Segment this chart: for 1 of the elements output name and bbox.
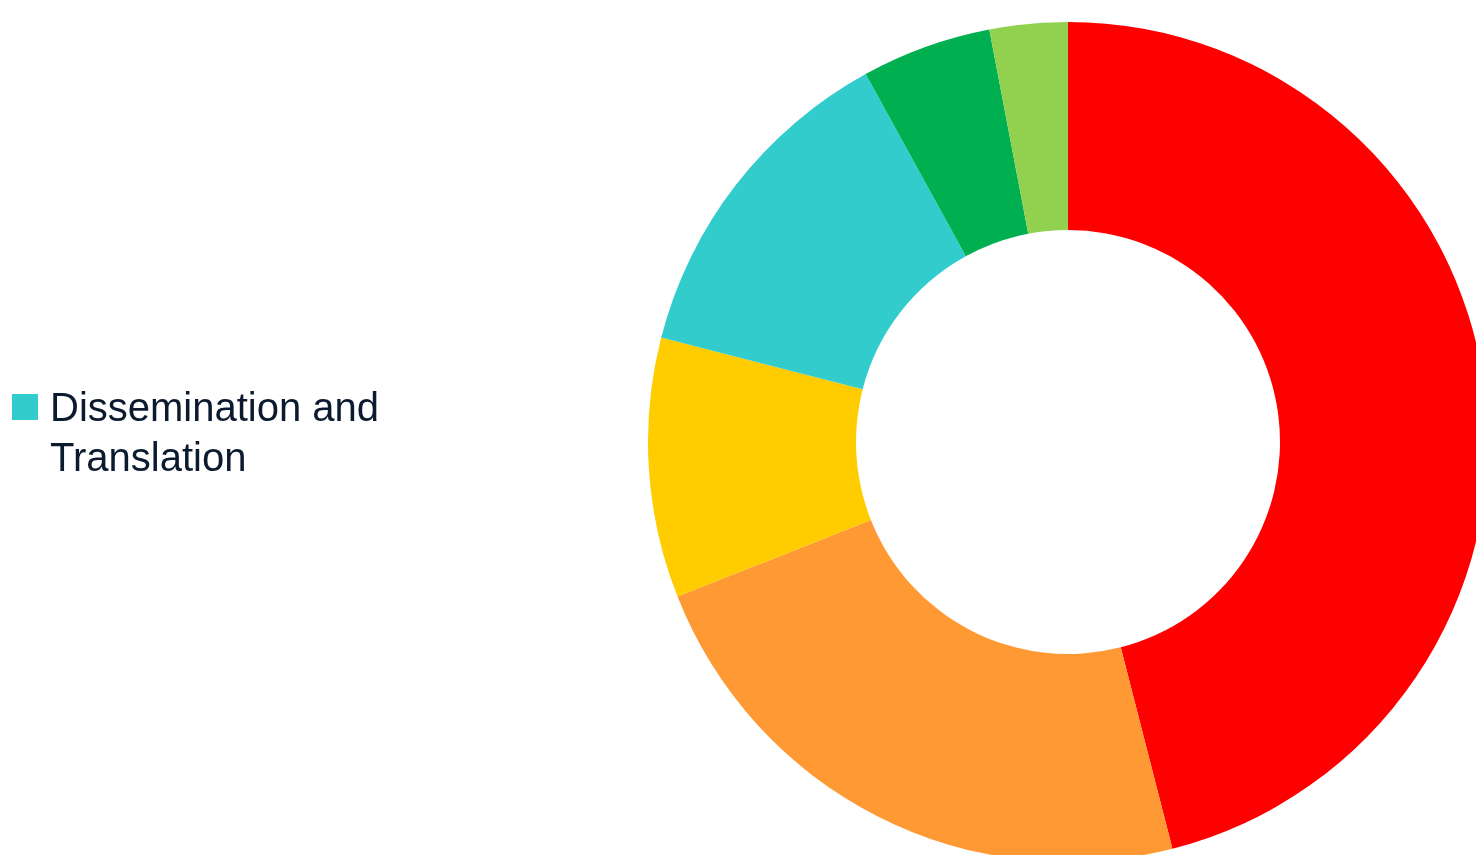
legend-label: Dissemination and Translation — [50, 383, 381, 481]
